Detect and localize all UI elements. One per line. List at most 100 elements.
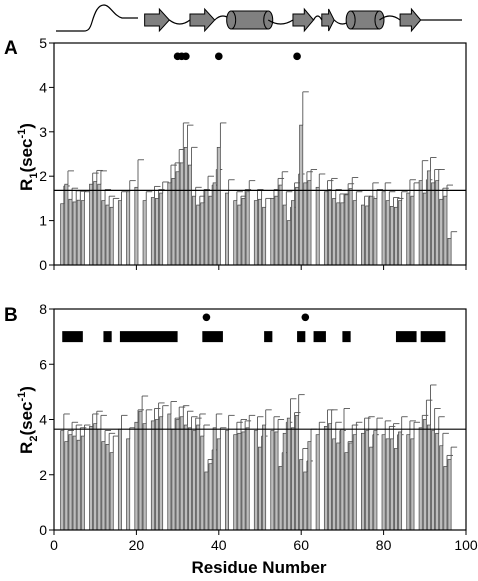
r2-bar bbox=[241, 431, 246, 531]
r1-marker-dot bbox=[293, 52, 301, 61]
r1-bar bbox=[352, 200, 357, 266]
r2-bar bbox=[237, 432, 242, 531]
r2-bar bbox=[361, 432, 365, 531]
r2-bar bbox=[373, 430, 378, 531]
r2-ytick-label: 2 bbox=[39, 467, 47, 483]
r1-bar bbox=[142, 200, 147, 266]
r2-marker-dot bbox=[202, 313, 211, 322]
r2-ytick-label: 8 bbox=[39, 301, 47, 317]
r2-bar bbox=[208, 463, 213, 531]
r2-bar bbox=[352, 434, 357, 531]
r1-bar bbox=[245, 191, 250, 266]
r1-bar bbox=[101, 200, 106, 266]
r1-bar bbox=[439, 198, 444, 266]
r2-xtick-label: 80 bbox=[376, 537, 392, 553]
r1-ytick-label: 4 bbox=[39, 79, 47, 95]
r1-bar bbox=[225, 192, 229, 266]
r2-bar bbox=[245, 427, 250, 531]
r2-marker-dot bbox=[301, 313, 310, 322]
r1-bar bbox=[422, 192, 427, 266]
r1-bar bbox=[60, 203, 65, 266]
r1-bar bbox=[295, 186, 300, 266]
r1-bar bbox=[270, 198, 275, 266]
r2-bar bbox=[183, 424, 188, 531]
r1-bar bbox=[410, 195, 415, 266]
r1-marker-dot bbox=[182, 52, 190, 61]
r1-bar bbox=[278, 184, 283, 266]
r1-bar bbox=[233, 200, 238, 266]
r2-bar bbox=[134, 421, 139, 531]
r1-bar bbox=[97, 183, 102, 266]
r2-ytick-label: 6 bbox=[39, 356, 47, 372]
r1-bar bbox=[426, 170, 431, 266]
r2-bar bbox=[274, 431, 279, 531]
r1-bar bbox=[291, 200, 295, 266]
r1-bar bbox=[196, 204, 201, 266]
r1-bar bbox=[361, 204, 365, 266]
r2-black-block bbox=[264, 331, 273, 343]
r1-bar bbox=[394, 206, 398, 266]
r2-xtick-label: 60 bbox=[293, 537, 309, 553]
r2-bar bbox=[381, 434, 386, 531]
r1-bar bbox=[80, 200, 85, 266]
r2-bar bbox=[204, 471, 209, 531]
r1-bar bbox=[299, 124, 304, 266]
r1-bar bbox=[332, 198, 337, 266]
r2-black-block bbox=[313, 331, 326, 343]
r2-xtick-label: 40 bbox=[211, 537, 227, 553]
r2-bar bbox=[142, 423, 147, 531]
r1-bar bbox=[258, 198, 262, 266]
r1-bar bbox=[398, 200, 403, 266]
r1-ytick-label: 1 bbox=[39, 213, 47, 229]
r2-bar bbox=[348, 442, 353, 531]
r1-bar bbox=[192, 195, 197, 266]
r1-bar bbox=[159, 192, 164, 266]
r2-bar bbox=[435, 432, 440, 531]
r2-black-block bbox=[62, 331, 83, 343]
r2-bar bbox=[76, 439, 81, 531]
topology-helix-cylinder bbox=[230, 10, 269, 30]
r1-bar bbox=[315, 186, 320, 266]
r2-bar bbox=[369, 446, 374, 531]
r1-bar bbox=[340, 202, 345, 266]
r2-black-block bbox=[119, 331, 178, 343]
r2-bar bbox=[72, 435, 77, 531]
topology-helix-cap-left bbox=[345, 10, 356, 30]
r1-plot-frame bbox=[53, 42, 467, 266]
r1-bar bbox=[365, 205, 370, 266]
r2-bar bbox=[117, 428, 122, 531]
r1-bar bbox=[431, 182, 435, 266]
r2-bar bbox=[332, 438, 337, 531]
topology-coil bbox=[267, 19, 294, 25]
r2-bar bbox=[299, 459, 304, 531]
r1-bar bbox=[406, 192, 411, 266]
r1-bar bbox=[336, 202, 341, 266]
r1-bar bbox=[134, 186, 139, 266]
r1-chart: 0 1 2 3 4 5 bbox=[39, 35, 467, 273]
r1-bar bbox=[200, 202, 205, 266]
r1-bar bbox=[389, 206, 394, 266]
r1-bar bbox=[72, 201, 77, 266]
r2-black-block bbox=[202, 331, 223, 343]
r1-bar bbox=[262, 206, 267, 266]
r2-bar bbox=[155, 419, 159, 531]
r1-bar bbox=[348, 188, 353, 266]
r2-bar bbox=[159, 416, 164, 531]
r2-bar bbox=[286, 417, 291, 531]
r1-bar bbox=[373, 198, 378, 266]
r1-bar bbox=[216, 146, 221, 266]
r1-bar bbox=[183, 146, 188, 266]
r1-bar bbox=[167, 182, 172, 266]
r1-ytick-label: 5 bbox=[39, 35, 47, 51]
r1-bar bbox=[286, 220, 291, 266]
r2-black-block bbox=[342, 331, 351, 343]
r2-bar bbox=[418, 427, 423, 531]
r2-bar bbox=[212, 427, 217, 531]
r2-bar bbox=[64, 441, 69, 531]
r2-bar bbox=[443, 466, 448, 531]
r2-bar bbox=[398, 431, 403, 531]
x-axis-title: Residue Number bbox=[191, 558, 326, 577]
r1-bar bbox=[253, 200, 258, 266]
r2-ytick-label: 4 bbox=[39, 412, 47, 428]
